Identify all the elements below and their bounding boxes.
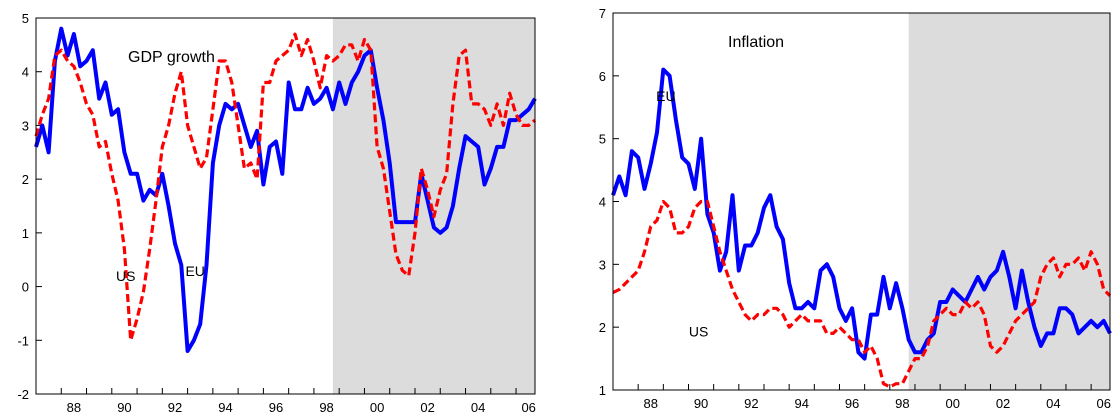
inflation-chart: 1 2 3 4 5 6 7 88 90 92 94 96 98 00 02 04 06 EU US Inflation — [599, 6, 1112, 411]
x-tick-label: 00 — [370, 400, 384, 415]
y-tick-label: 3 — [22, 118, 29, 133]
x-tick-label: 96 — [845, 396, 859, 411]
y-tick-label: 4 — [22, 65, 29, 80]
x-tick-label: 00 — [945, 396, 959, 411]
y-tick-label: -2 — [17, 387, 29, 402]
series-line-eu — [611, 67, 1112, 361]
y-tick-label: 2 — [599, 320, 606, 335]
x-tick-label: 98 — [895, 396, 909, 411]
x-tick-label: 90 — [694, 396, 708, 411]
series-line-us — [34, 32, 537, 342]
x-tick-label: 98 — [319, 400, 333, 415]
y-tick-label: 5 — [22, 11, 29, 26]
series-line-eu — [34, 26, 537, 353]
gdp-growth-chart: -2 -1 0 1 2 3 4 5 88 90 92 94 96 98 00 02 04 06 EU US GDP gr… — [17, 11, 537, 415]
plot-frame — [612, 12, 1111, 391]
x-tick-label: 06 — [1096, 396, 1110, 411]
x-tick-label: 06 — [521, 400, 535, 415]
series-line-us — [612, 199, 1112, 389]
x-tick-label: 96 — [269, 400, 283, 415]
x-tick-label: 04 — [1046, 396, 1060, 411]
x-tick-label: 04 — [471, 400, 485, 415]
y-tick-label: 7 — [599, 6, 606, 21]
y-tick-label: 4 — [599, 195, 606, 210]
x-tick-label: 02 — [420, 400, 434, 415]
x-tick-label: 92 — [168, 400, 182, 415]
x-tick-label: 02 — [996, 396, 1010, 411]
series-label-us: US — [116, 268, 135, 284]
x-tick-label: 88 — [67, 400, 81, 415]
series-label-us: US — [689, 324, 708, 340]
x-tick-label: 94 — [218, 400, 232, 415]
x-tick-label: 88 — [644, 396, 658, 411]
chart-title: GDP growth — [128, 49, 215, 66]
plot-frame — [35, 17, 536, 395]
y-tick-label: 2 — [22, 172, 29, 187]
y-tick-label: 3 — [599, 257, 606, 272]
y-tick-label: 1 — [599, 383, 606, 398]
chart-title: Inflation — [728, 34, 784, 51]
series-label-eu: EU — [656, 88, 675, 104]
y-tick-label: 5 — [599, 132, 606, 147]
x-tick-label: 94 — [794, 396, 808, 411]
y-tick-label: 1 — [22, 226, 29, 241]
x-tick-label: 90 — [117, 400, 131, 415]
y-tick-label: -1 — [17, 333, 29, 348]
x-tick-label: 92 — [744, 396, 758, 411]
series-label-eu: EU — [185, 263, 204, 279]
shaded-region — [332, 18, 535, 394]
y-tick-label: 6 — [599, 69, 606, 84]
y-tick-label: 0 — [22, 280, 29, 295]
